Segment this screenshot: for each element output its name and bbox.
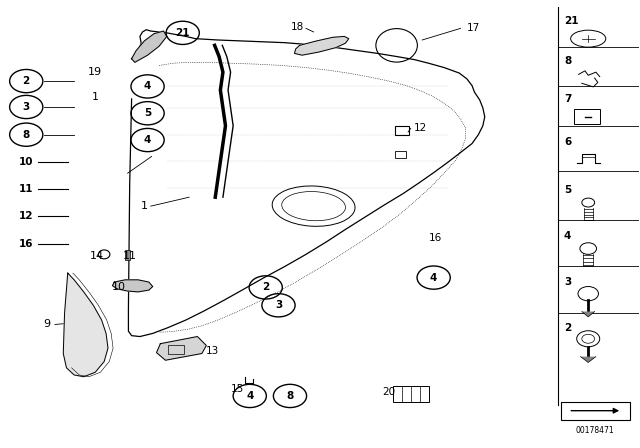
Text: 10: 10 xyxy=(112,282,126,293)
Text: 13: 13 xyxy=(206,346,220,356)
Text: 4: 4 xyxy=(246,391,253,401)
Polygon shape xyxy=(580,357,596,362)
Polygon shape xyxy=(294,36,349,55)
Text: 17: 17 xyxy=(467,23,480,34)
Text: 18: 18 xyxy=(291,22,304,33)
Text: 16: 16 xyxy=(428,233,442,243)
Text: 14: 14 xyxy=(90,251,104,261)
Text: 16: 16 xyxy=(19,239,33,249)
Text: 12: 12 xyxy=(414,123,428,133)
Text: 20: 20 xyxy=(383,387,396,397)
Bar xyxy=(125,250,131,260)
Text: 11: 11 xyxy=(123,251,137,261)
Text: 5: 5 xyxy=(144,108,151,118)
Text: 12: 12 xyxy=(19,211,33,221)
Text: 4: 4 xyxy=(144,135,151,145)
Text: 4: 4 xyxy=(144,82,151,91)
Text: 1: 1 xyxy=(92,92,99,102)
Text: 3: 3 xyxy=(275,300,282,310)
Bar xyxy=(574,109,600,124)
Bar xyxy=(396,126,410,135)
Bar xyxy=(394,386,429,402)
Text: 6: 6 xyxy=(564,137,571,147)
Text: 8: 8 xyxy=(286,391,294,401)
Text: 8: 8 xyxy=(564,56,571,66)
Text: 1: 1 xyxy=(141,201,148,211)
Text: 21: 21 xyxy=(175,28,190,38)
Polygon shape xyxy=(113,280,153,292)
Text: 4: 4 xyxy=(564,231,572,241)
Text: 11: 11 xyxy=(19,184,33,194)
Text: 3: 3 xyxy=(22,102,30,112)
Text: 5: 5 xyxy=(564,185,571,194)
Text: 7: 7 xyxy=(564,95,572,104)
Bar xyxy=(561,402,630,420)
Text: 9: 9 xyxy=(43,319,50,329)
Polygon shape xyxy=(582,311,595,317)
Polygon shape xyxy=(63,273,108,377)
Text: 00178471: 00178471 xyxy=(576,426,614,435)
Polygon shape xyxy=(132,31,167,62)
Text: 8: 8 xyxy=(22,129,30,140)
Bar xyxy=(168,345,184,354)
Text: 4: 4 xyxy=(430,272,437,283)
Polygon shape xyxy=(157,336,206,360)
Text: 19: 19 xyxy=(88,67,102,77)
Text: 2: 2 xyxy=(262,282,269,293)
Text: 10: 10 xyxy=(19,157,33,168)
Text: 3: 3 xyxy=(564,276,571,287)
Text: 21: 21 xyxy=(564,16,579,26)
Text: 2: 2 xyxy=(22,76,30,86)
Text: 2: 2 xyxy=(564,323,571,333)
Text: 15: 15 xyxy=(230,384,244,394)
Bar xyxy=(396,151,406,158)
